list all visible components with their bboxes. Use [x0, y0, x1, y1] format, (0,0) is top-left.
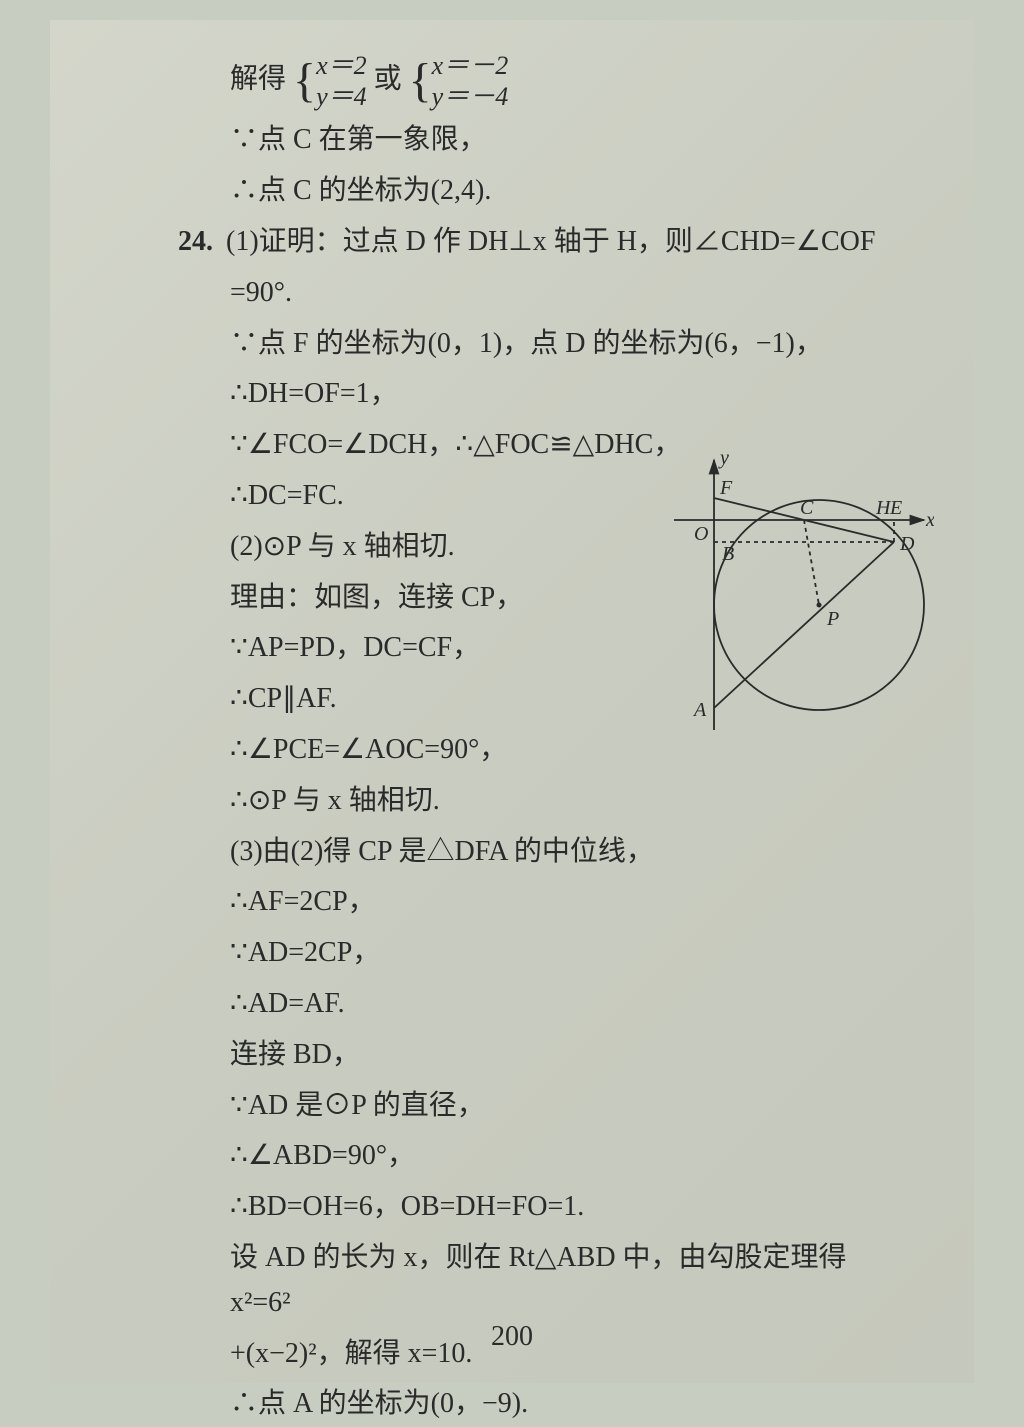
brace-left-1: { [293, 62, 316, 100]
svg-text:E: E [889, 497, 902, 519]
p24-l13: ∴AD=AF. [230, 982, 914, 1027]
sys2-bot: y＝－4 [432, 81, 509, 112]
p24-l2: ∵点 F 的坐标为(0，1)，点 D 的坐标为(6，−1)， [230, 322, 914, 367]
sys1-top: x＝2 [316, 50, 367, 81]
p24-l11: ∴AF=2CP， [230, 880, 914, 925]
problem-number: 24. [178, 220, 226, 265]
p24-l12: ∵AD=2CP， [230, 931, 914, 976]
svg-text:y: y [718, 450, 729, 469]
system-2: { x＝－2 y＝－4 [409, 50, 509, 112]
diagram-svg: yxFCHEOBDPA [654, 450, 934, 740]
svg-text:x: x [925, 509, 934, 531]
or-text: 或 [374, 64, 409, 95]
svg-text:C: C [800, 497, 814, 519]
svg-text:A: A [692, 699, 707, 721]
p24-l10: ∴⊙P 与 x 轴相切. [230, 779, 914, 824]
intro-line-3: ∴点 C 的坐标为(2,4). [230, 169, 914, 214]
p24-l15: ∵AD 是⊙P 的直径， [230, 1084, 914, 1129]
svg-text:F: F [719, 477, 733, 499]
part1-label: (1)证明： [226, 226, 343, 257]
brace-left-2: { [409, 62, 432, 100]
svg-text:P: P [826, 608, 839, 630]
p24-l3: ∴DH=OF=1， [230, 372, 914, 417]
system-1: { x＝2 y＝4 [293, 50, 367, 112]
intro-line-1: 解得 { x＝2 y＝4 或 { x＝－2 y＝－4 [230, 50, 914, 112]
p24-l17: ∴BD=OH=6，OB=DH=FO=1. [230, 1185, 914, 1230]
svg-text:D: D [899, 533, 915, 555]
page-number: 200 [50, 1321, 974, 1353]
p24-l14: 连接 BD， [230, 1033, 914, 1078]
problem-24-header: 24.(1)证明：过点 D 作 DH⊥x 轴于 H，则∠CHD=∠COF [150, 220, 914, 265]
p24-l18: 设 AD 的长为 x，则在 Rt△ABD 中，由勾股定理得 x²=6² [230, 1236, 914, 1326]
sys1-bot: y＝4 [316, 81, 367, 112]
svg-text:O: O [694, 523, 708, 545]
geometry-diagram: yxFCHEOBDPA [654, 450, 934, 740]
solve-prefix: 解得 [230, 64, 293, 95]
intro-line-2: ∵点 C 在第一象限， [230, 118, 914, 163]
p24-l20: ∴点 A 的坐标为(0，−9). [230, 1382, 914, 1427]
p24-l16: ∴∠ABD=90°， [230, 1134, 914, 1179]
page-content: 解得 { x＝2 y＝4 或 { x＝－2 y＝－4 ∵点 C 在第一象限， ∴… [50, 20, 974, 1383]
p24-l1a: 过点 D 作 DH⊥x 轴于 H，则∠CHD=∠COF [343, 226, 876, 257]
svg-text:B: B [722, 543, 734, 565]
sys2-top: x＝－2 [432, 50, 509, 81]
p24-part3: (3)由(2)得 CP 是△DFA 的中位线， [230, 830, 914, 875]
p24-l1b: =90°. [230, 271, 914, 316]
